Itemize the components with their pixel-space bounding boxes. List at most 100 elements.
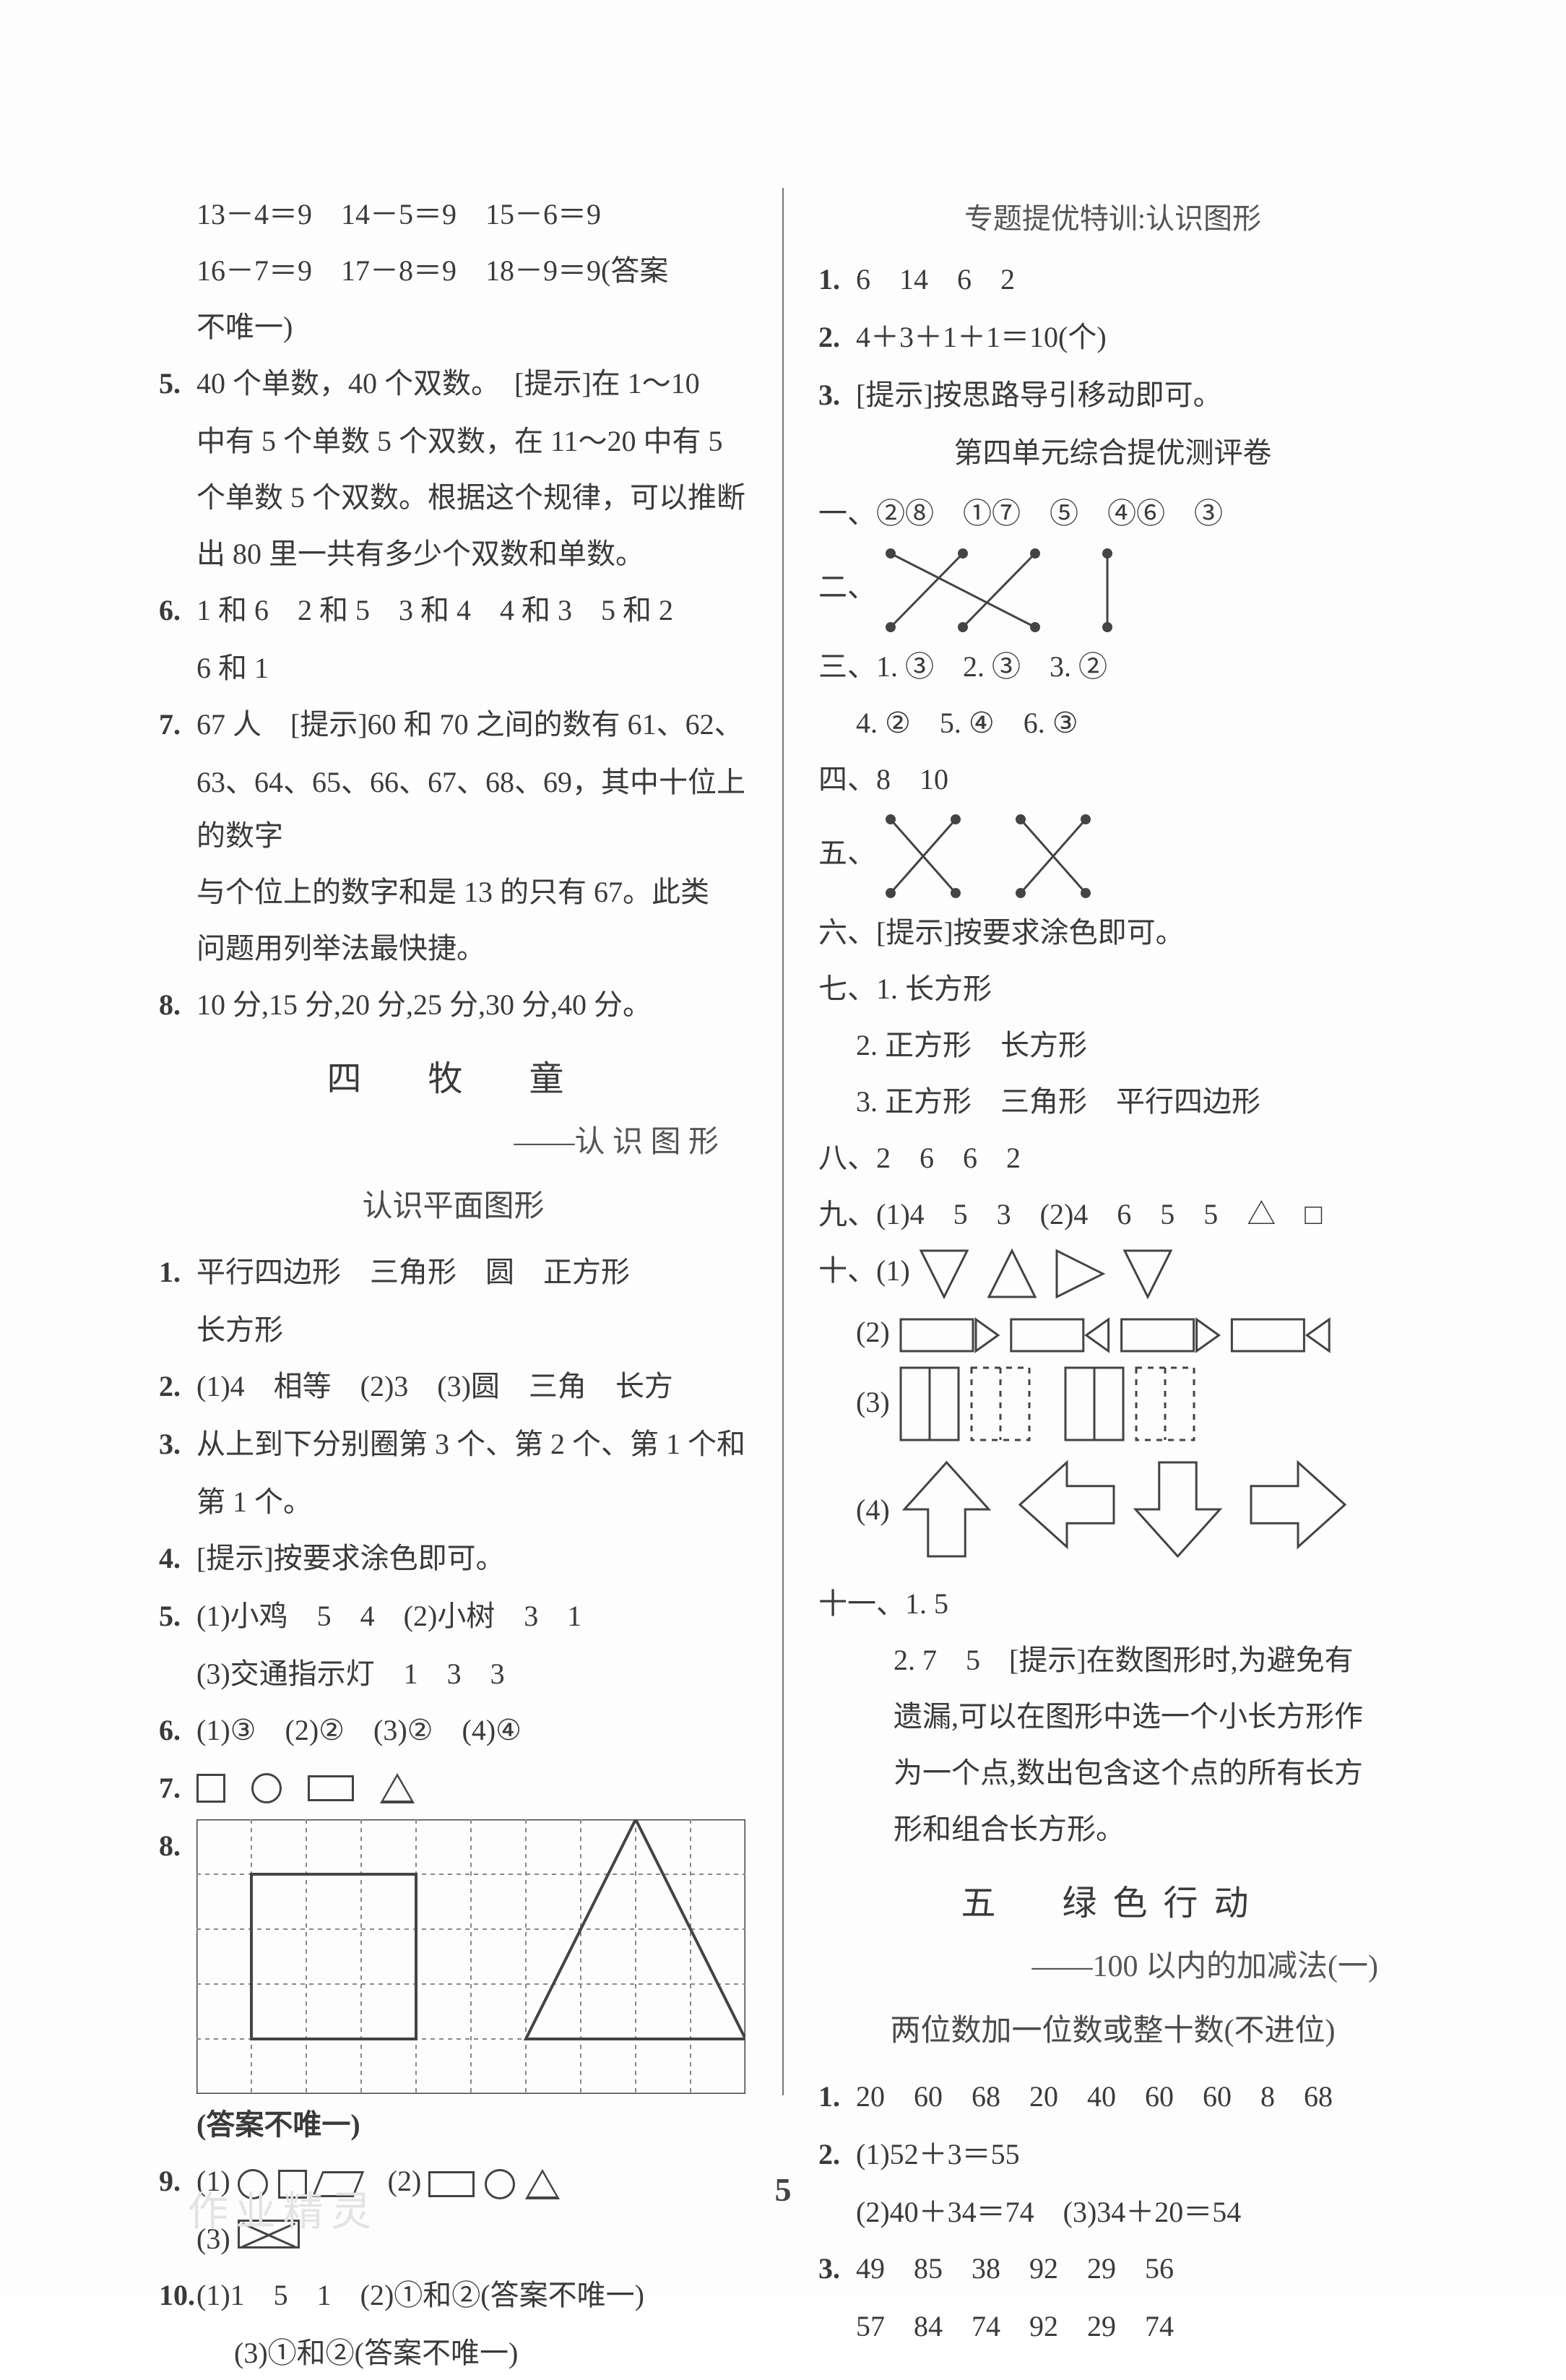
sub-label: (4): [856, 1493, 890, 1526]
item-number: 1.: [159, 1246, 196, 1299]
triangle-icon: [380, 1773, 415, 1803]
item-body: 20 60 68 20 40 60 60 8 68: [856, 2070, 1407, 2124]
continuation: 与个位上的数字和是 13 的只有 67。此类: [159, 866, 748, 919]
item-number: 3.: [818, 368, 856, 422]
row-liu: 六、[提示]按要求涂色即可。: [818, 906, 1407, 960]
item-number: 6.: [159, 1704, 196, 1757]
row-qi-1: 七、1. 长方形: [818, 962, 1407, 1016]
continuation: 63、64、65、66、67、68、69，其中十位上的数字: [159, 756, 748, 863]
answer-item-g1: 1. 20 60 68 20 40 60 60 8 68: [818, 2070, 1407, 2124]
section-header: 专题提优特训:认识图形: [818, 192, 1407, 246]
row-wu: 五、: [818, 809, 1407, 903]
sub-label: (3): [856, 1386, 890, 1418]
item-number: 7.: [159, 1762, 196, 1815]
section-subheading: 认识平面图形: [159, 1179, 748, 1236]
row-shi: 十、(1): [818, 1244, 1407, 1303]
continuation: 问题用列举法最快捷。: [159, 922, 748, 975]
row-shi-4: (4): [818, 1452, 1407, 1574]
sub-label: (1): [876, 1254, 910, 1287]
triangle-icon: [525, 2169, 560, 2199]
row-shiyi-1: 十一、1. 5: [818, 1577, 1407, 1631]
answer-item-5b: 5. (1)小鸡 5 4 (2)小树 3 1: [159, 1590, 748, 1643]
row-yi: 一、②⑧ ①⑦ ⑤ ④⑥ ③: [818, 487, 1407, 540]
row-si: 四、8 10: [818, 753, 1407, 806]
item-number: 5.: [159, 357, 196, 410]
row-shi-3: (3): [818, 1362, 1407, 1449]
section-title: 四 牧 童: [159, 1048, 748, 1112]
watermark: 作业精灵: [188, 2179, 378, 2238]
label: 十、: [818, 1254, 876, 1287]
page-number: 5: [775, 2170, 792, 2209]
item-body: 10 分,15 分,20 分,25 分,30 分,40 分。: [196, 978, 748, 1032]
rectangle-icon: [428, 2171, 475, 2197]
answer-item-6: 6. 1 和 6 2 和 5 3 和 4 4 和 3 5 和 2: [159, 584, 748, 637]
item-number: 3.: [818, 2242, 856, 2295]
row-shi-2: (2): [818, 1306, 1407, 1359]
split-rect-sequence: [897, 1362, 1302, 1449]
item-number: 3.: [159, 1418, 196, 1471]
answer-item-10: 10. (1)1 5 1 (2)①和②(答案不唯一): [159, 2269, 748, 2322]
grid-diagram: [196, 1819, 745, 2094]
rectangle-icon: [308, 1775, 354, 1801]
row-qi-3: 3. 正方形 三角形 平行四边形: [818, 1075, 1407, 1129]
continuation: 个单数 5 个双数。根据这个规律，可以推断: [159, 471, 748, 525]
item-number: 2.: [818, 311, 856, 364]
answer-item-8: 8. 10 分,15 分,20 分,25 分,30 分,40 分。: [159, 978, 748, 1032]
item-number: 7.: [159, 698, 196, 751]
two-column-layout: 13－4＝9 14－5＝9 15－6＝9 16－7＝9 17－8＝9 18－9＝…: [130, 188, 1436, 2095]
circle-icon: [251, 1773, 282, 1803]
answer-item-1: 1. 平行四边形 三角形 圆 正方形: [159, 1246, 748, 1299]
continuation: 57 84 74 92 29 74: [818, 2300, 1407, 2353]
left-column: 13－4＝9 14－5＝9 15－6＝9 16－7＝9 17－8＝9 18－9＝…: [130, 188, 776, 2095]
section-title: 五 绿色行动: [818, 1872, 1407, 1936]
continuation: 出 80 里一共有多少个双数和单数。: [159, 527, 748, 581]
continuation: 长方形: [159, 1303, 748, 1357]
item-number: 6.: [159, 584, 196, 637]
item-number: 1.: [818, 253, 856, 306]
continuation: 中有 5 个单数 5 个双数，在 11～20 中有 5: [159, 415, 748, 468]
section-subtitle: ——100 以内的加减法(一): [818, 1939, 1378, 1996]
item-number: 2.: [159, 1360, 196, 1413]
continuation: 形和组合长方形。: [818, 1803, 1407, 1856]
row-shiyi-2: 2. 7 5 [提示]在数图形时,为避免有: [818, 1634, 1407, 1687]
answer-item-6b: 6. (1)③ (2)② (3)② (4)④: [159, 1704, 748, 1757]
item-number: 4.: [159, 1532, 196, 1585]
answer-item-g2: 2. (1)52＋3＝55: [818, 2128, 1407, 2181]
row-ba: 八、2 6 6 2: [818, 1131, 1407, 1185]
answer-item-2: 2. (1)4 相等 (2)3 (3)圆 三角 长方: [159, 1360, 748, 1413]
row-san: 三、1. ③ 2. ③ 3. ②: [818, 640, 1407, 694]
continuation: (2)40＋34＝74 (3)34＋20＝54: [818, 2186, 1407, 2239]
answer-item-1: 1. 6 14 6 2: [818, 253, 1407, 306]
equation-line: 13－4＝9 14－5＝9 15－6＝9: [159, 188, 748, 241]
item-body: 4＋3＋1＋1＝10(个): [856, 311, 1407, 364]
answer-item-8-grid: 8.: [159, 1819, 748, 2094]
equation-line: 16－7＝9 17－8＝9 18－9＝9(答案: [159, 244, 748, 298]
item-number: 2.: [818, 2128, 856, 2181]
continuation: (3)①和②(答案不唯一): [159, 2327, 748, 2380]
answer-item-5: 5. 40 个单数，40 个双数。 [提示]在 1～10: [159, 357, 748, 410]
item-body: 1 和 6 2 和 5 3 和 4 4 和 3 5 和 2: [196, 584, 748, 637]
shape-row: [196, 1762, 748, 1815]
square-icon: [196, 1774, 225, 1803]
row-qi-2: 2. 正方形 长方形: [818, 1019, 1407, 1072]
row-jiu: 九、(1)4 5 3 (2)4 6 5 5 △ □: [818, 1188, 1407, 1241]
answer-item-7: 7. 67 人 [提示]60 和 70 之间的数有 61、62、: [159, 698, 748, 751]
item-body: 67 人 [提示]60 和 70 之间的数有 61、62、: [196, 698, 748, 751]
note: (答案不唯一): [159, 2098, 748, 2152]
item-body: 平行四边形 三角形 圆 正方形: [196, 1246, 748, 1299]
answer-item-7-shapes: 7.: [159, 1762, 748, 1815]
item-body: (1)4 相等 (2)3 (3)圆 三角 长方: [196, 1360, 748, 1413]
answer-item-3: 3. [提示]按思路导引移动即可。: [818, 368, 1407, 422]
rect-tri-sequence: [897, 1314, 1345, 1357]
circle-icon: [485, 2169, 515, 2199]
item-body: (1)小鸡 5 4 (2)小树 3 1: [196, 1590, 748, 1643]
item-body: 49 85 38 92 29 56: [856, 2242, 1407, 2295]
matching-diagram: [876, 809, 1093, 903]
answer-item-g3: 3. 49 85 38 92 29 56: [818, 2242, 1407, 2295]
item-number: 8.: [159, 978, 196, 1032]
sub-label: (2): [856, 1316, 890, 1348]
column-divider: [782, 188, 784, 2095]
section-subtitle: ——认 识 图 形: [159, 1115, 719, 1171]
row-er: 二、: [818, 543, 1407, 637]
item-body: [提示]按思路导引移动即可。: [856, 368, 1407, 422]
